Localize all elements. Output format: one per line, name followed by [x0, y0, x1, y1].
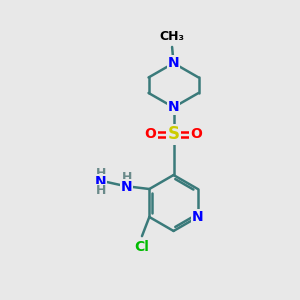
Text: O: O	[190, 128, 202, 141]
Text: Cl: Cl	[134, 240, 149, 254]
Text: N: N	[121, 180, 133, 194]
Text: O: O	[145, 128, 157, 141]
Text: H: H	[96, 167, 106, 180]
Text: N: N	[192, 210, 204, 224]
Text: H: H	[96, 184, 106, 197]
Text: CH₃: CH₃	[160, 30, 184, 44]
Text: N: N	[168, 56, 179, 70]
Text: N: N	[168, 100, 179, 114]
Text: S: S	[168, 125, 180, 143]
Text: H: H	[122, 171, 132, 184]
Text: N: N	[95, 175, 106, 189]
